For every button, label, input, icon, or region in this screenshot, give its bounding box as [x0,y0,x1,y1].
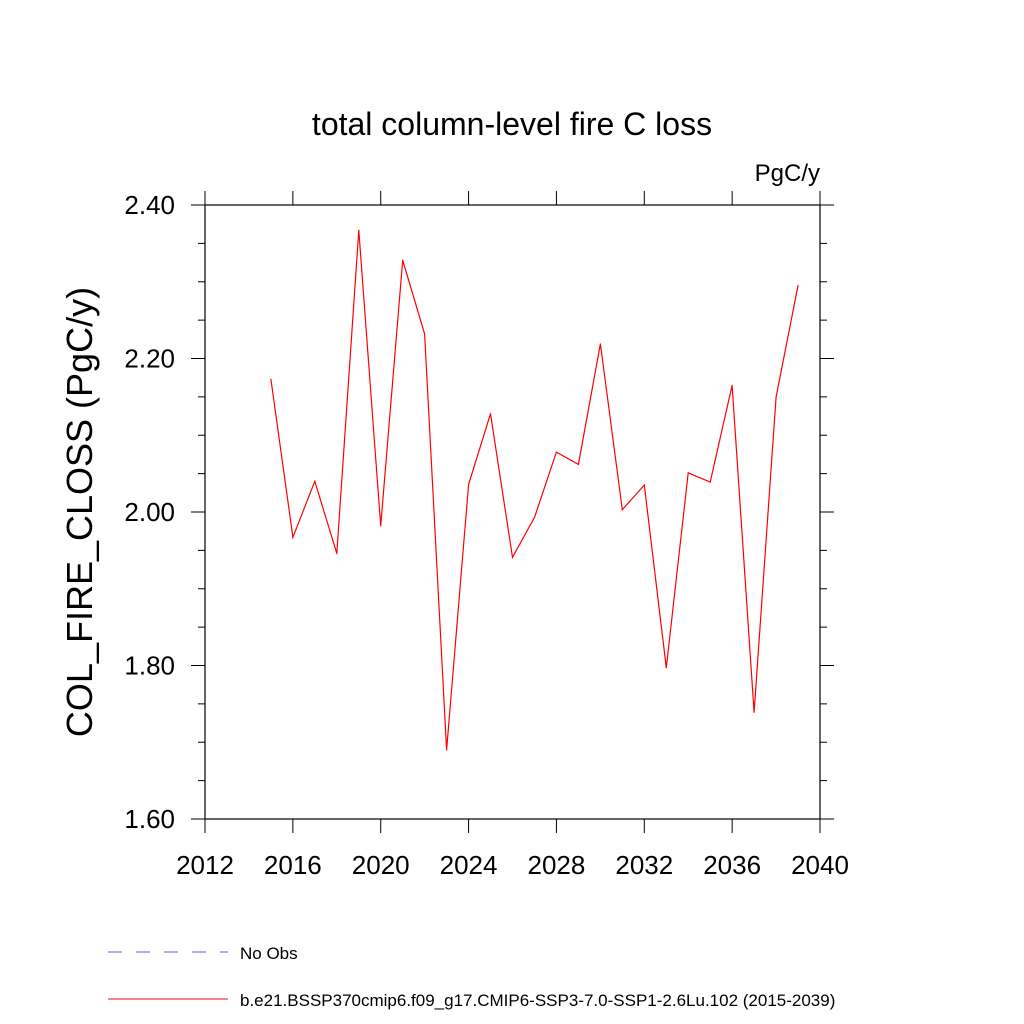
data-point [533,516,536,518]
x-tick-label: 2036 [703,850,761,880]
data-point [489,413,492,415]
x-tick-label: 2024 [440,850,498,880]
x-tick-label: 2028 [528,850,586,880]
legend-label: No Obs [240,944,298,963]
data-point [665,667,667,669]
data-point [380,525,382,527]
data-point [446,749,448,751]
y-tick-label: 2.00 [124,497,175,527]
data-point [467,483,470,485]
chart-title: total column-level fire C loss [312,106,712,142]
data-point [775,396,777,398]
legend: No Obs b.e21.BSSP370cmip6.f09_g17.CMIP6-S… [108,944,835,1010]
data-point [599,343,601,345]
data-point [555,451,558,453]
y-axis-label: COL_FIRE_CLOSS (PgC/y) [59,287,100,737]
series-layer [270,229,799,751]
axes: 2012 2016 2020 2024 2028 2032 2036 2040 1.60 1.80… [124,190,849,880]
series-line [270,230,799,750]
data-point [643,484,645,486]
data-point [424,333,426,335]
x-tick-label: 2032 [615,850,673,880]
data-point [511,556,514,558]
y-tick-label: 2.20 [124,344,175,374]
data-point [687,472,689,474]
data-point [358,229,360,231]
plot-frame [204,204,821,820]
x-tick-label: 2040 [791,850,849,880]
data-point [621,509,623,511]
data-point [314,480,316,482]
units-label: PgC/y [755,160,820,187]
data-point [709,481,711,483]
x-tick-label: 2012 [176,850,234,880]
data-point [402,259,404,261]
x-tick-label: 2016 [264,850,322,880]
x-tick-label: 2020 [352,850,410,880]
data-point [270,378,272,380]
y-tick-label: 1.80 [124,651,175,681]
data-point [577,463,579,466]
data-point [292,536,294,538]
data-point [336,552,338,555]
y-tick-label: 1.60 [124,804,175,834]
y-tick-label: 2.40 [124,190,175,220]
data-point [797,284,799,287]
data-point [731,384,733,386]
legend-label: b.e21.BSSP370cmip6.f09_g17.CMIP6-SSP3-7.… [240,991,835,1010]
data-point [753,711,755,713]
